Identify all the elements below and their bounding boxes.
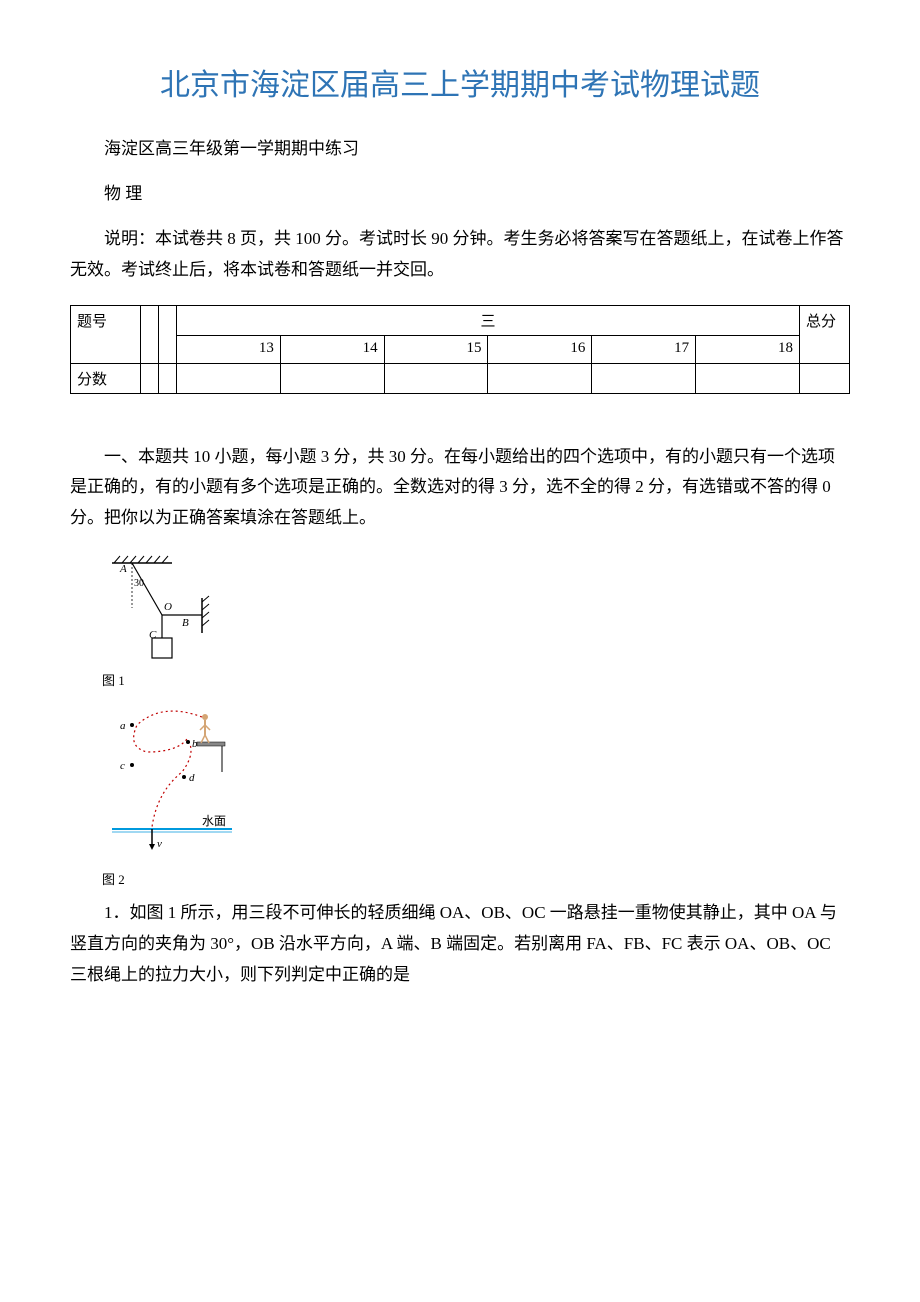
cell-q17: 17 xyxy=(592,336,696,364)
cell-q18: 18 xyxy=(696,336,800,364)
question-1: 1．如图 1 所示，用三段不可伸长的轻质细绳 OA、OB、OC 一路悬挂一重物使… xyxy=(70,898,850,990)
subject-label: 物 理 xyxy=(70,179,850,204)
figure-1-diagram: A 30 O B C xyxy=(102,548,232,668)
label-A: A xyxy=(119,563,127,575)
cell-empty xyxy=(384,364,488,394)
cell-empty xyxy=(177,364,281,394)
section1-description: 一、本题共 10 小题，每小题 3 分，共 30 分。在每小题给出的四个选项中，… xyxy=(70,442,850,534)
table-row: 13 14 15 16 17 18 xyxy=(71,336,850,364)
label-c: c xyxy=(120,760,125,772)
subtitle: 海淀区高三年级第一学期期中练习 xyxy=(70,134,850,159)
cell-q16: 16 xyxy=(488,336,592,364)
cell-label: 分数 xyxy=(71,364,141,394)
figure-1-container: A 30 O B C 图 1 a xyxy=(102,548,850,888)
label-angle: 30 xyxy=(134,578,144,589)
exam-description: 说明：本试卷共 8 页，共 100 分。考试时长 90 分钟。考生务必将答案写在… xyxy=(70,224,850,285)
cell-empty xyxy=(696,364,800,394)
label-B: B xyxy=(182,617,189,629)
cell-empty xyxy=(141,364,159,394)
cell-label: 题号 xyxy=(71,306,141,364)
cell-q13: 13 xyxy=(177,336,281,364)
page-title: 北京市海淀区届高三上学期期中考试物理试题 xyxy=(70,60,850,104)
cell-empty xyxy=(280,364,384,394)
figure-1-caption: 图 1 xyxy=(102,670,850,689)
cell-total: 总分 xyxy=(800,306,850,364)
label-O: O xyxy=(164,601,172,613)
table-row: 题号 三 总分 xyxy=(71,306,850,336)
cell-q14: 14 xyxy=(280,336,384,364)
cell-empty xyxy=(800,364,850,394)
cell-empty xyxy=(488,364,592,394)
cell-empty xyxy=(141,306,159,364)
cell-section3: 三 xyxy=(177,306,800,336)
cell-empty xyxy=(159,306,177,364)
score-table: 题号 三 总分 13 14 15 16 17 18 分数 xyxy=(70,305,850,422)
figure-2-caption: 图 2 xyxy=(102,869,850,888)
label-v: v xyxy=(157,838,162,850)
label-a: a xyxy=(120,720,126,732)
cell-empty xyxy=(159,364,177,394)
table-row xyxy=(71,394,850,422)
label-water: 水面 xyxy=(202,814,226,828)
figure-2-diagram: a b c d 水面 v xyxy=(102,697,242,867)
label-C: C xyxy=(149,629,157,641)
label-d: d xyxy=(189,772,195,784)
table-row: 分数 xyxy=(71,364,850,394)
cell-q15: 15 xyxy=(384,336,488,364)
cell-empty xyxy=(592,364,696,394)
label-b: b xyxy=(192,738,198,750)
